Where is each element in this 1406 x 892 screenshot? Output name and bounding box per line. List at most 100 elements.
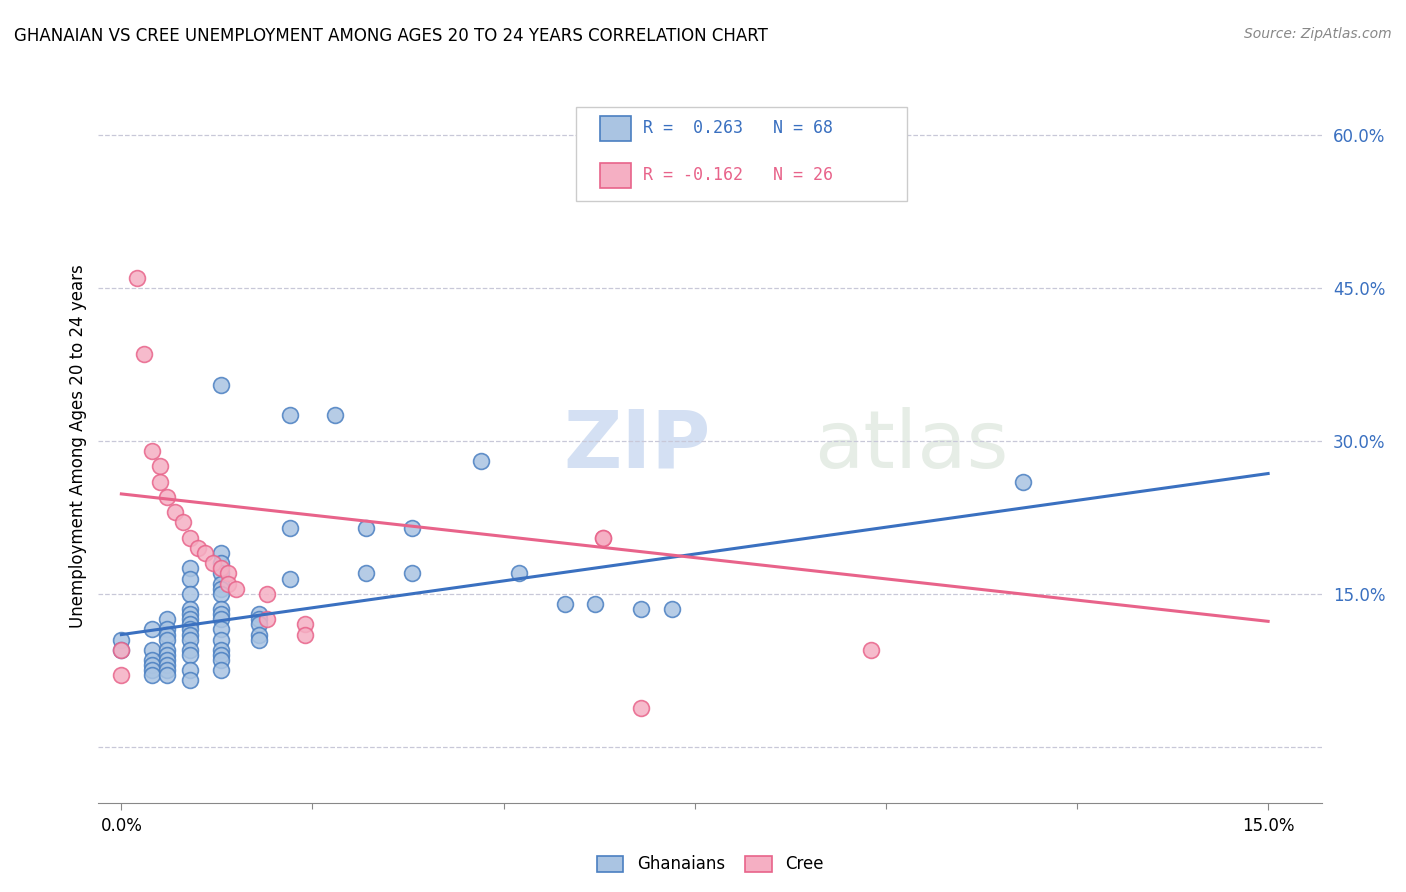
Point xyxy=(125,270,148,285)
Point xyxy=(209,653,232,667)
Point xyxy=(554,597,576,611)
Point xyxy=(508,566,530,581)
Point xyxy=(1012,475,1035,489)
Point xyxy=(179,663,201,677)
Point xyxy=(278,409,301,423)
Text: R =  0.263   N = 68: R = 0.263 N = 68 xyxy=(643,120,832,137)
Point xyxy=(209,561,232,575)
Point xyxy=(149,475,172,489)
Point xyxy=(470,454,492,468)
Text: R = -0.162   N = 26: R = -0.162 N = 26 xyxy=(643,166,832,184)
Point xyxy=(401,566,423,581)
Point xyxy=(179,617,201,632)
Point xyxy=(209,632,232,647)
Point xyxy=(187,541,209,555)
Point xyxy=(179,531,201,545)
Point xyxy=(149,459,172,474)
Point xyxy=(209,546,232,560)
Point xyxy=(179,627,201,641)
Point xyxy=(110,632,132,647)
Point xyxy=(278,520,301,534)
Point xyxy=(156,668,179,682)
Point xyxy=(247,617,270,632)
Point xyxy=(630,602,652,616)
Point xyxy=(179,602,201,616)
Point xyxy=(247,627,270,641)
Point xyxy=(141,444,163,458)
Point xyxy=(156,663,179,677)
Point xyxy=(209,377,232,392)
Point xyxy=(179,587,201,601)
Point xyxy=(209,663,232,677)
Point xyxy=(179,623,201,637)
Point xyxy=(217,576,239,591)
Point xyxy=(134,347,156,361)
Point xyxy=(583,597,606,611)
Point xyxy=(354,520,377,534)
Point xyxy=(225,582,247,596)
Point xyxy=(156,627,179,641)
Point xyxy=(179,612,201,626)
Point xyxy=(294,617,316,632)
Point xyxy=(256,587,278,601)
Point xyxy=(354,566,377,581)
Point xyxy=(859,643,882,657)
Point xyxy=(141,663,163,677)
Point xyxy=(592,531,614,545)
Point xyxy=(179,607,201,622)
Point xyxy=(141,658,163,673)
Point xyxy=(179,643,201,657)
Point xyxy=(179,561,201,575)
Point xyxy=(156,648,179,662)
Y-axis label: Unemployment Among Ages 20 to 24 years: Unemployment Among Ages 20 to 24 years xyxy=(69,264,87,628)
Point xyxy=(172,516,194,530)
Point xyxy=(401,520,423,534)
Point xyxy=(156,653,179,667)
Point xyxy=(110,643,132,657)
Point xyxy=(209,612,232,626)
Point xyxy=(209,648,232,662)
Point xyxy=(156,658,179,673)
Point xyxy=(141,653,163,667)
Point xyxy=(179,648,201,662)
Point xyxy=(194,546,217,560)
Point xyxy=(209,643,232,657)
Point xyxy=(256,612,278,626)
Point xyxy=(209,623,232,637)
Point xyxy=(141,643,163,657)
Point xyxy=(209,566,232,581)
Text: atlas: atlas xyxy=(814,407,1008,485)
Point xyxy=(209,587,232,601)
Point xyxy=(294,627,316,641)
Point xyxy=(141,668,163,682)
Point xyxy=(247,612,270,626)
Legend: Ghanaians, Cree: Ghanaians, Cree xyxy=(591,849,830,880)
Point xyxy=(209,556,232,570)
Point xyxy=(661,602,683,616)
Point xyxy=(217,566,239,581)
Point xyxy=(110,668,132,682)
Point xyxy=(179,673,201,688)
Point xyxy=(141,623,163,637)
Point xyxy=(209,576,232,591)
Text: ZIP: ZIP xyxy=(564,407,710,485)
Point xyxy=(156,612,179,626)
Point xyxy=(278,572,301,586)
Point xyxy=(209,602,232,616)
Point xyxy=(179,632,201,647)
Point xyxy=(156,490,179,504)
Point xyxy=(209,607,232,622)
Point xyxy=(156,623,179,637)
Point xyxy=(247,607,270,622)
Point xyxy=(163,505,186,519)
Point xyxy=(156,643,179,657)
Point xyxy=(592,531,614,545)
Point xyxy=(325,409,347,423)
Point xyxy=(156,632,179,647)
Point xyxy=(209,582,232,596)
Point xyxy=(110,643,132,657)
Text: Source: ZipAtlas.com: Source: ZipAtlas.com xyxy=(1244,27,1392,41)
Point xyxy=(247,632,270,647)
Point xyxy=(179,572,201,586)
Text: GHANAIAN VS CREE UNEMPLOYMENT AMONG AGES 20 TO 24 YEARS CORRELATION CHART: GHANAIAN VS CREE UNEMPLOYMENT AMONG AGES… xyxy=(14,27,768,45)
